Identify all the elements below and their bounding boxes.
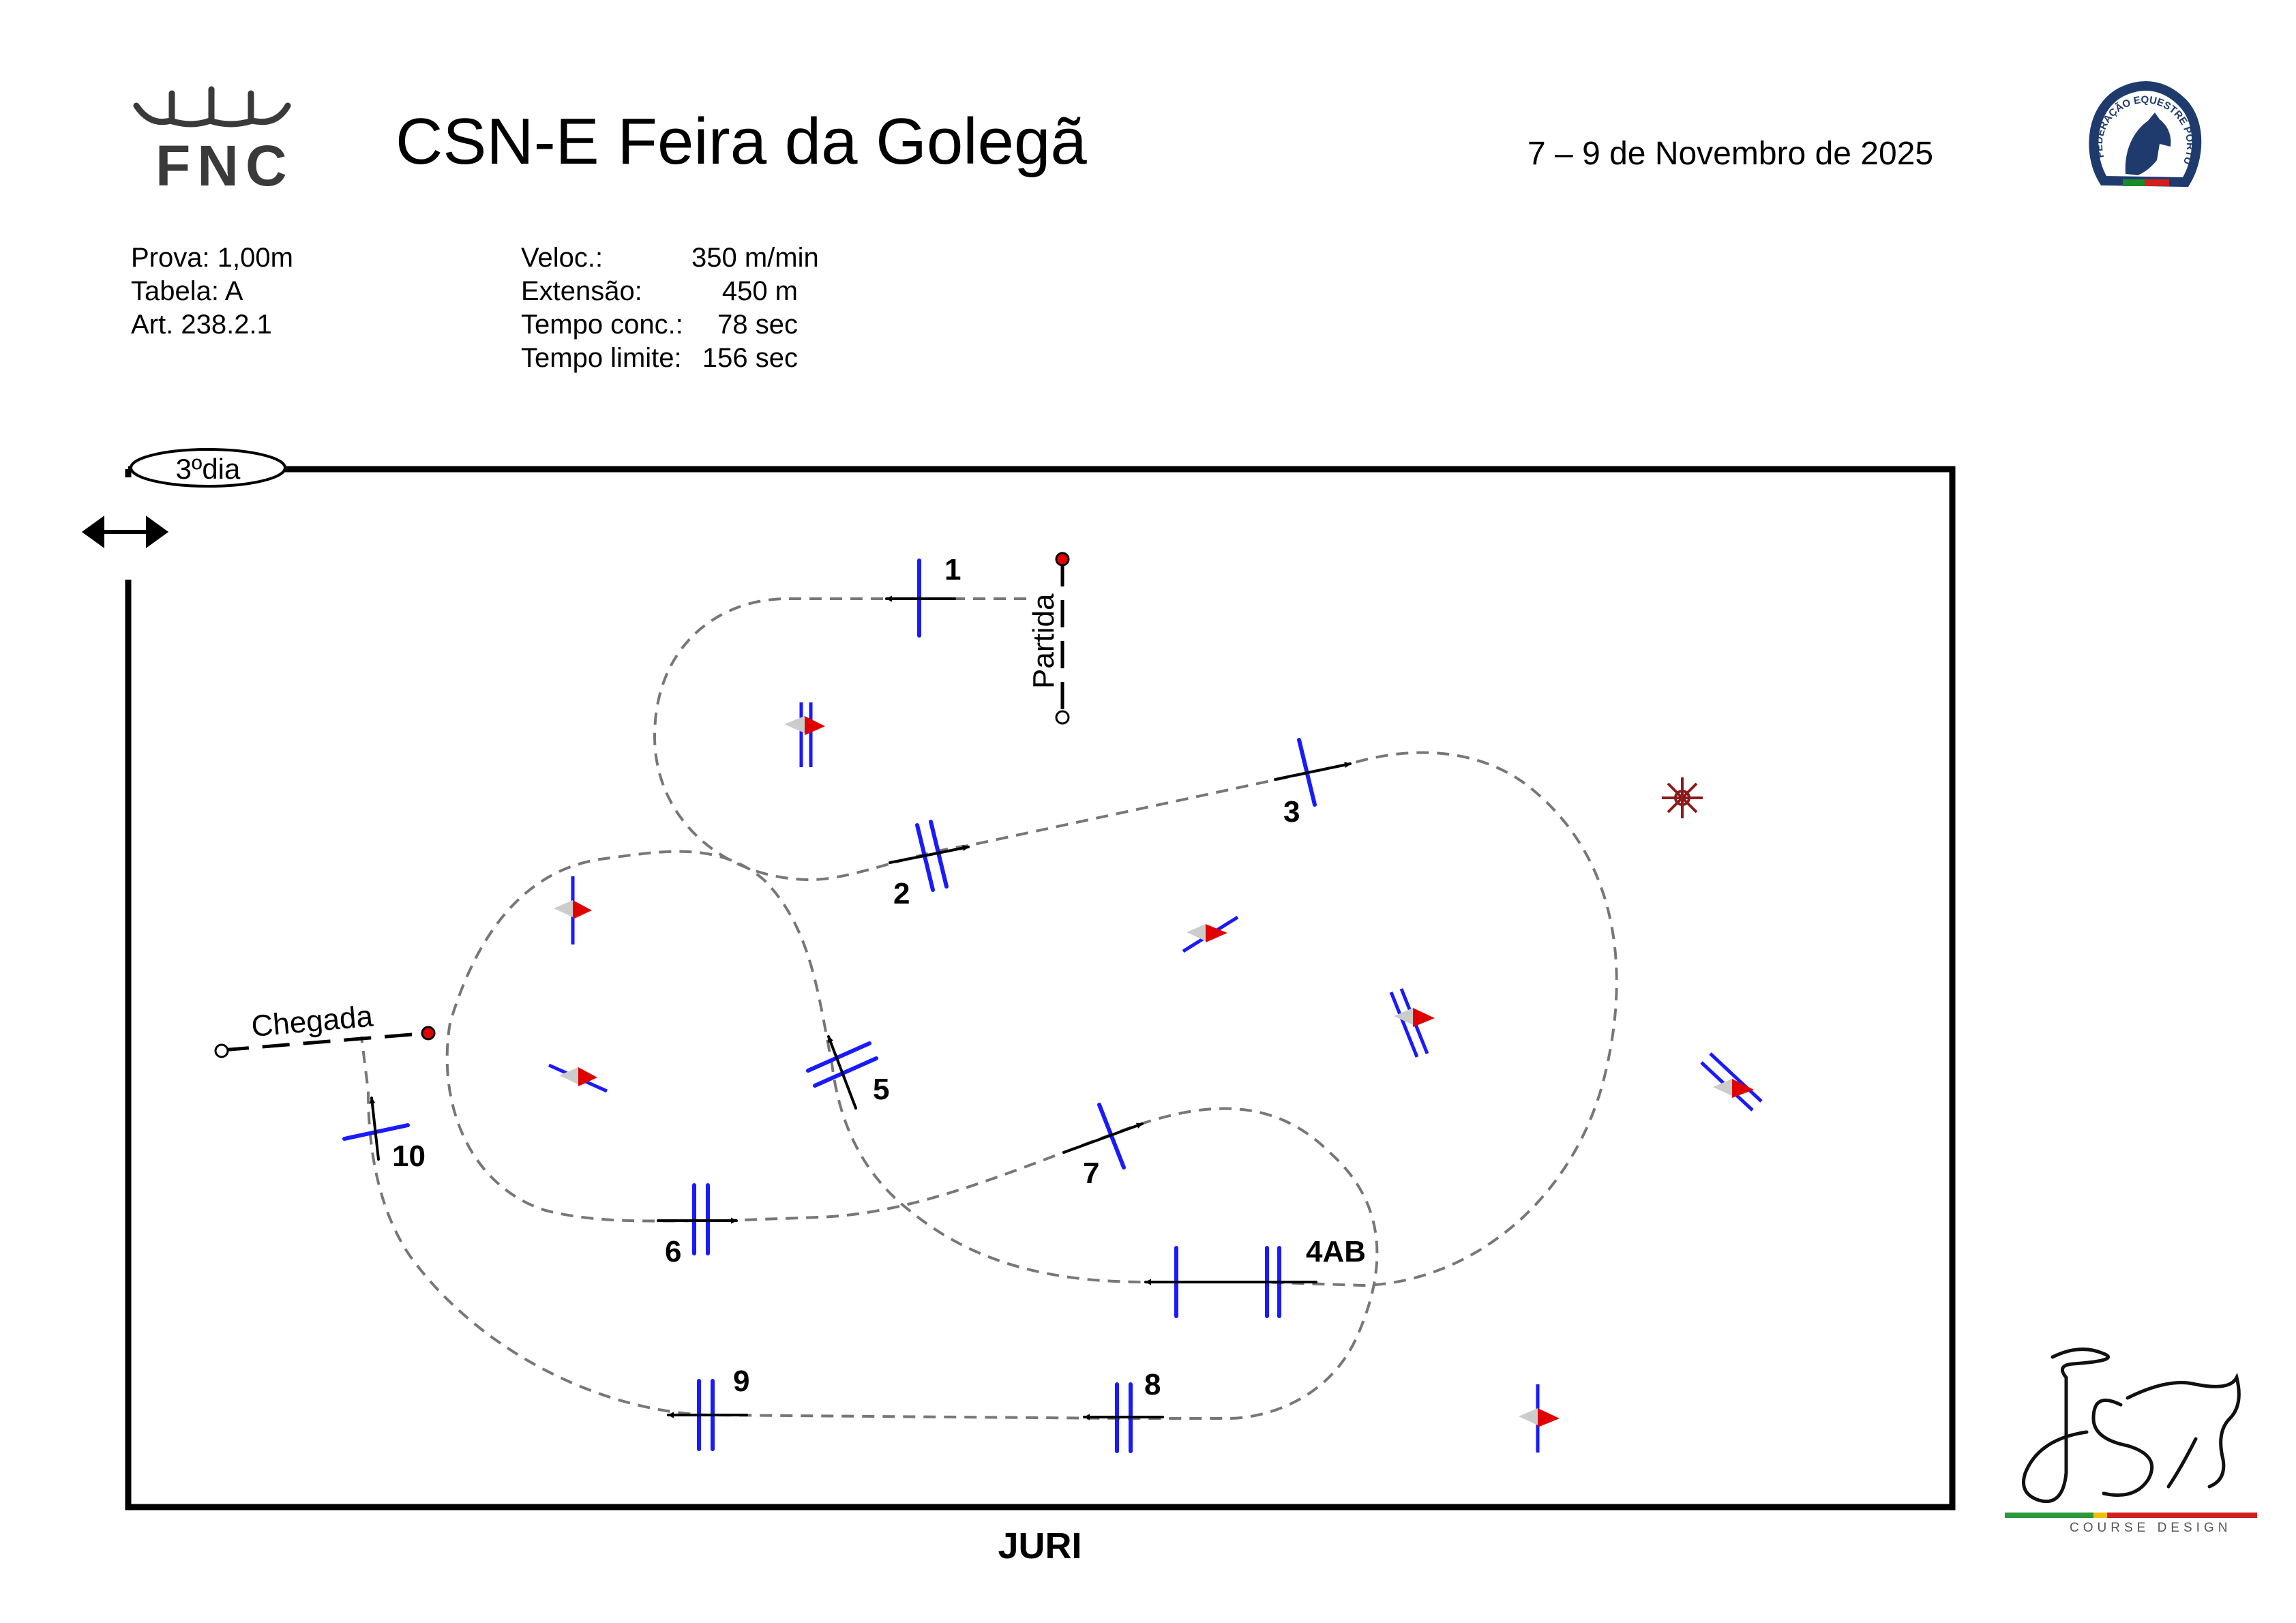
start-red-dot [1055,552,1070,567]
speed-row: Veloc.: 350 m/min [521,241,819,275]
day-label: 3ºdia [176,453,241,485]
designer-logo: JS COURSE DESIGN [1991,1337,2264,1541]
course-info: Veloc.: 350 m/min Extensão: 450 m Tempo … [521,241,819,375]
fnc-logo: FNC [130,78,300,198]
obstacle-number: 4AB [1306,1235,1366,1268]
arena-gate-gap [119,477,140,580]
practice-fence [1700,1052,1763,1112]
finish-label: Chegada [250,1000,375,1043]
time-limit-value: 156 sec [702,343,798,373]
obstacle-5: 5 [806,1035,889,1110]
practice-fence [1182,915,1239,953]
class-article: Art. 238.2.1 [131,310,272,340]
jury-label: JURI [998,1525,1082,1566]
practice-fence [1519,1384,1560,1453]
obstacle-number: 8 [1144,1368,1161,1401]
obstacle-4ab: 4AB [1144,1235,1366,1318]
obstacle-number: 3 [1283,795,1300,829]
obstacle-number: 7 [1083,1157,1099,1190]
start-label: Partida [1027,593,1060,689]
obstacle-3: 3 [1274,738,1352,829]
time-allowed-value: 78 sec [717,310,798,340]
class-info: Prova: 1,00m Tabela: A Art. 238.2.1 [131,241,293,342]
obstacle-8: 8 [1083,1368,1164,1453]
obstacle-7: 7 [1062,1103,1144,1190]
speed-value: 350 m/min [691,243,819,273]
federation-logo: FEDERAÇÃO EQUESTRE PORTUGUESA [2079,70,2206,208]
practice-fence [784,702,825,767]
practice-fence [1389,988,1435,1058]
crown-icon [133,86,291,128]
event-title: CSN-E Feira da Golegã [396,105,1087,178]
start-white-dot [1055,710,1070,725]
time-allowed-label: Tempo conc.: [521,310,683,340]
obstacle-number: 2 [893,877,910,910]
obstacle-9: 9 [667,1365,749,1451]
obstacle-1: 1 [885,553,961,638]
flower-decoration-icon [1662,777,1703,818]
horse-head-icon [2125,113,2171,175]
class-table: Tabela: A [131,276,243,306]
fnc-wordmark: FNC [155,134,294,198]
length-label: Extensão: [521,276,642,306]
time-limit-row: Tempo limite: 156 sec [521,342,798,375]
obstacle-10: 10 [342,1097,426,1173]
entrance-gate-icon [81,516,169,548]
length-value: 450 m [721,276,798,306]
obstacle-number: 5 [873,1073,889,1106]
practice-fence [554,876,592,944]
obstacle-6: 6 [657,1183,738,1268]
time-allowed-row: Tempo conc.: 78 sec [521,308,798,342]
obstacle-number: 6 [665,1235,681,1268]
finish-line: Chegada [214,1000,436,1058]
obstacle-2: 2 [889,820,970,910]
length-row: Extensão: 450 m [521,275,798,308]
finish-white-dot [214,1043,229,1058]
finish-red-dot [421,1026,436,1041]
arena-fence [125,466,1956,1510]
event-dates: 7 – 9 de Novembro de 2025 [1527,136,1934,172]
time-limit-label: Tempo limite: [521,343,682,373]
course-track [360,597,1618,1420]
start-line: Partida [1027,552,1070,725]
obstacle-number: 1 [944,553,961,586]
day-badge [130,448,286,488]
class-height: Prova: 1,00m [131,243,293,273]
obstacle-number: 10 [392,1140,426,1173]
speed-label: Veloc.: [521,243,603,273]
obstacle-number: 9 [733,1365,749,1398]
designer-tagline: COURSE DESIGN [2070,1521,2232,1535]
practice-fence [548,1063,608,1093]
